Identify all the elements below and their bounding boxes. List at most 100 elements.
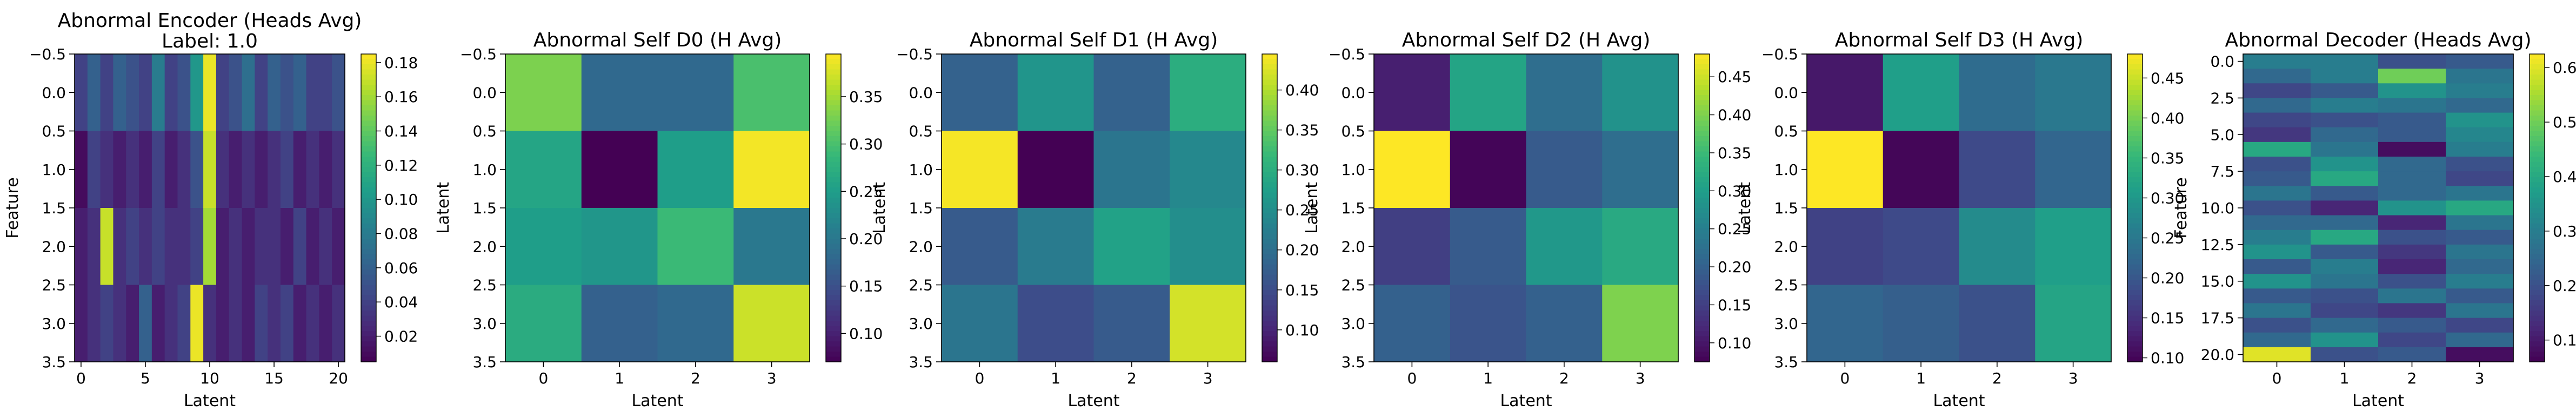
y-tick-label: 2.5 — [1774, 277, 1798, 294]
heatmap-cell — [2311, 244, 2379, 260]
heatmap-cell — [2378, 127, 2446, 143]
colorbar-segment — [1694, 326, 1710, 332]
colorbar-segment — [2530, 177, 2545, 183]
colorbar-segment — [1262, 336, 1277, 342]
heatmap-cell — [1807, 131, 1884, 208]
colorbar-tick-label: 0.25 — [1285, 201, 1319, 219]
heatmap-cell — [151, 285, 165, 362]
colorbar-segment — [361, 182, 376, 188]
heatmap-cell — [942, 285, 1018, 362]
heatmap-cell — [268, 54, 281, 132]
heatmap-cell — [2446, 215, 2514, 231]
colorbar-segment — [2127, 346, 2143, 352]
heatmap-cell — [2378, 171, 2446, 186]
heatmap-cell — [2378, 259, 2446, 274]
y-axis-label: Feature — [3, 177, 22, 238]
colorbar-segment — [1262, 213, 1277, 219]
colorbar-segment — [2127, 167, 2143, 173]
colorbar-segment — [2530, 295, 2545, 301]
y-tick-label: 12.5 — [2201, 236, 2234, 254]
x-tick-label: 1 — [1051, 369, 1060, 387]
y-tick-label: 17.5 — [2201, 309, 2234, 327]
colorbar-segment — [2530, 64, 2545, 70]
colorbar-segment — [1694, 336, 1710, 342]
colorbar-segment — [361, 90, 376, 96]
heatmap-cell — [2378, 112, 2446, 128]
colorbar-segment — [826, 198, 841, 204]
colorbar-segment — [2530, 85, 2545, 91]
colorbar-segment — [1694, 157, 1710, 163]
heatmap-cell — [1017, 285, 1095, 362]
colorbar-segment — [361, 120, 376, 126]
y-tick-label: 0.5 — [1774, 123, 1798, 140]
x-tick-label: 2 — [1992, 369, 2002, 387]
heatmap-cell — [505, 285, 582, 362]
heatmap-cell — [1602, 285, 1679, 362]
colorbar-segment — [2127, 172, 2143, 178]
colorbar-segment — [1694, 352, 1710, 358]
colorbar-segment — [1262, 239, 1277, 245]
colorbar-segment — [1262, 157, 1277, 163]
heatmap-cell — [139, 208, 152, 286]
y-tick-label: 0.0 — [2210, 53, 2234, 71]
heatmap-cell — [242, 285, 255, 362]
colorbar-segment — [361, 95, 376, 101]
colorbar-segment — [361, 187, 376, 193]
y-tick-label: 1.5 — [1774, 199, 1798, 217]
heatmap-cell — [2243, 83, 2311, 99]
colorbar-segment — [2127, 259, 2143, 265]
heatmap-cell — [216, 285, 230, 362]
colorbar-segment — [1694, 100, 1710, 106]
colorbar-segment — [361, 244, 376, 250]
heatmap-cell — [190, 54, 204, 132]
colorbar-frame — [1694, 53, 1710, 362]
heatmap-cell — [2446, 244, 2514, 260]
heatmap-cell — [113, 54, 126, 132]
x-tick-label: 3 — [2068, 369, 2078, 387]
heatmap-cell — [505, 54, 582, 132]
x-tick-label: 10 — [200, 369, 219, 387]
y-tick-label: 1.5 — [909, 199, 933, 217]
colorbar-segment — [1694, 264, 1710, 270]
colorbar-frame — [2529, 53, 2545, 362]
colorbar-segment — [1262, 264, 1277, 270]
colorbar-segment — [1262, 167, 1277, 173]
heatmap-cell — [2311, 332, 2379, 348]
heatmap-cell — [1374, 285, 1451, 362]
heatmap-cell — [203, 54, 217, 132]
chart-title: Abnormal Self D3 (H Avg) — [1835, 29, 2084, 51]
colorbar-tick-label: 0.4 — [2553, 168, 2576, 186]
heatmap-cell — [100, 131, 114, 208]
colorbar-segment — [2530, 182, 2545, 188]
heatmap-cell — [2446, 69, 2514, 84]
colorbar-segment — [361, 208, 376, 214]
colorbar-segment — [1262, 110, 1277, 116]
colorbar-segment — [361, 356, 376, 362]
x-axis-label: Latent — [1067, 392, 1119, 410]
y-tick-label: 3.0 — [42, 315, 66, 333]
y-tick-label: 3.0 — [472, 315, 497, 333]
colorbar-segment — [1262, 280, 1277, 286]
y-tick-label: 3.0 — [1774, 315, 1798, 333]
y-axis-label: Latent — [870, 182, 889, 234]
colorbar-segment — [361, 300, 376, 306]
heatmap-cell — [2378, 69, 2446, 84]
colorbar-tick-label: 0.16 — [384, 88, 418, 106]
colorbar-segment — [2127, 336, 2143, 342]
colorbar-frame — [1262, 53, 1278, 362]
colorbar-segment — [361, 141, 376, 147]
colorbar-segment — [1694, 64, 1710, 70]
colorbar-segment — [1262, 95, 1277, 101]
heatmap-cell — [2378, 83, 2446, 99]
x-tick-label: 0 — [1840, 369, 1850, 387]
y-tick-label: 10.0 — [2201, 199, 2234, 217]
heatmap-cell — [2311, 274, 2379, 289]
colorbar-segment — [2530, 228, 2545, 234]
heatmap-cell — [2446, 141, 2514, 157]
colorbar-segment — [1694, 254, 1710, 260]
heatmap-cell — [255, 131, 268, 208]
heatmap-cell — [2378, 230, 2446, 245]
heatmap-cell — [2243, 244, 2311, 260]
heatmap-cell — [1450, 285, 1527, 362]
